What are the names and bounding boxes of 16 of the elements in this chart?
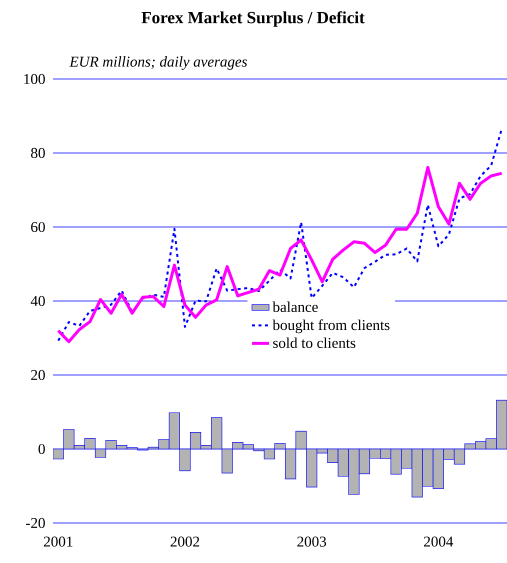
- legend-label: balance: [272, 302, 318, 312]
- y-tick-label: 20: [30, 370, 45, 380]
- legend-label: bought from clients: [272, 319, 390, 334]
- y-tick-label: 60: [30, 222, 45, 232]
- x-tick-label: 2002: [170, 536, 199, 547]
- chart-subtitle: EUR millions; daily averages: [69, 56, 247, 70]
- legend-label: sold to clients: [272, 337, 356, 348]
- y-tick-label: 40: [30, 296, 45, 306]
- chart-title: Forex Market Surplus / Deficit: [141, 11, 364, 27]
- x-tick-label: 2003: [297, 536, 326, 547]
- x-tick-label: 2004: [424, 536, 453, 547]
- y-tick-label: 100: [24, 74, 45, 84]
- y-tick-label: -20: [26, 518, 45, 528]
- y-tick-label: 80: [30, 148, 45, 158]
- y-tick-label: 0: [38, 444, 45, 454]
- x-tick-label: 2001: [44, 536, 72, 547]
